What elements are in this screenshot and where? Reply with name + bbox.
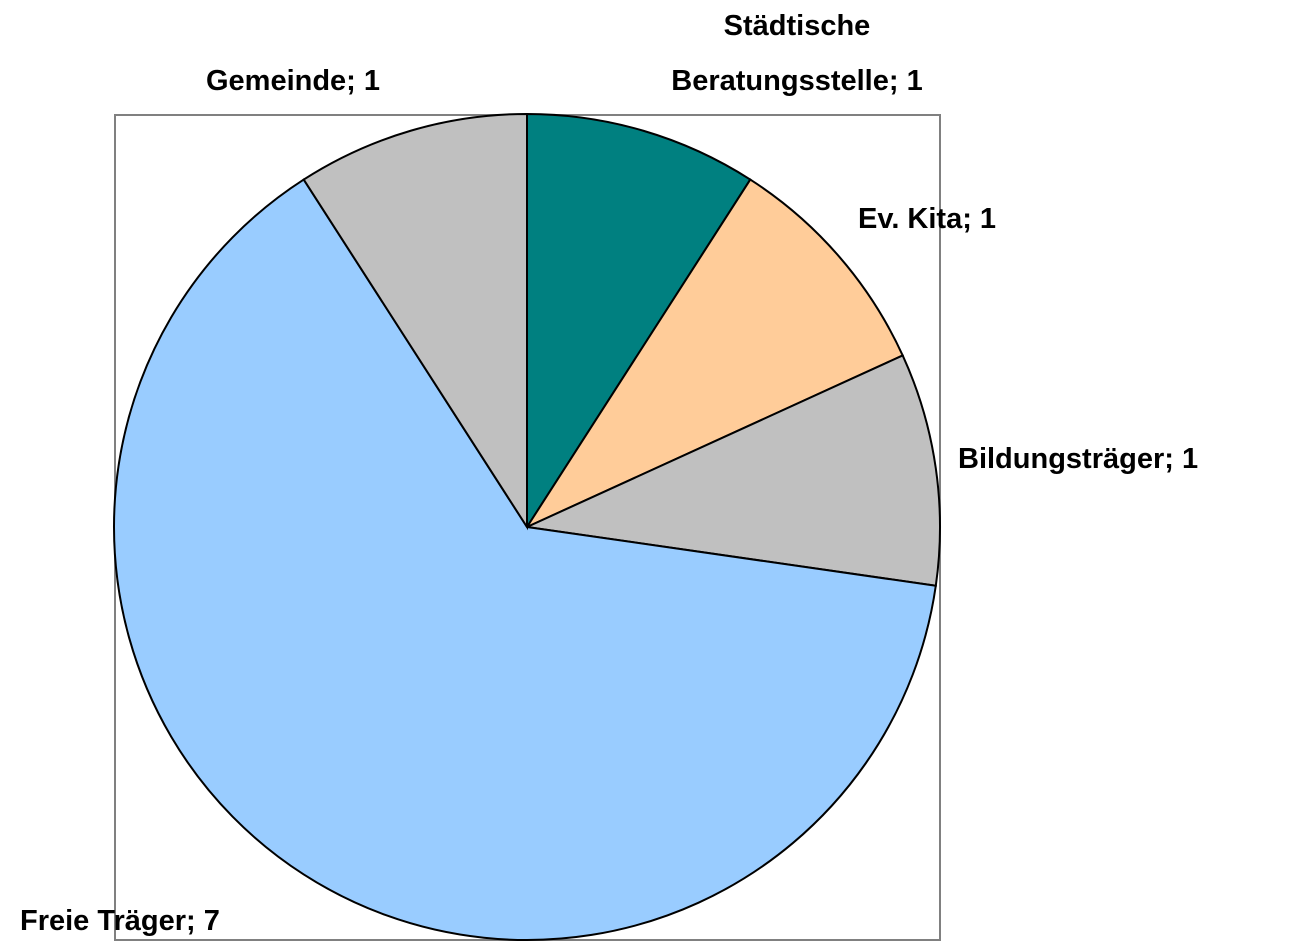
data-label: Städtische Beratungsstelle; 1 (671, 10, 922, 97)
data-label-line: Ev. Kita; 1 (858, 203, 996, 235)
data-label-line: Beratungsstelle; 1 (671, 65, 922, 97)
data-label-line: Städtische (724, 10, 871, 42)
data-label: Freie Träger; 7 (20, 905, 220, 937)
pie-slice (302, 112, 528, 531)
data-label: Bildungsträger; 1 (958, 443, 1198, 475)
data-label-line: Freie Träger; 7 (20, 905, 220, 937)
pie-slice (113, 178, 937, 941)
pie-slice (523, 354, 941, 587)
data-label: Ev. Kita; 1 (858, 203, 996, 235)
data-label-line: Bildungsträger; 1 (958, 443, 1198, 475)
pie-slice (526, 112, 752, 531)
pie-slice (524, 178, 905, 530)
data-label-line: Gemeinde; 1 (206, 65, 380, 97)
data-label: Gemeinde; 1 (206, 65, 380, 97)
